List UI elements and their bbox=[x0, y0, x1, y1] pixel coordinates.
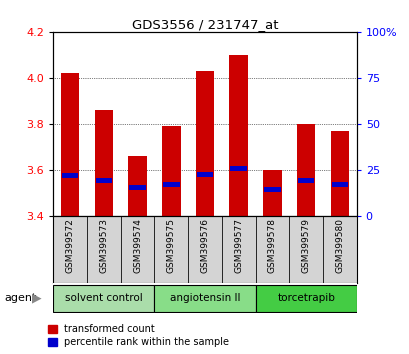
Bar bbox=[330, 131, 348, 216]
Bar bbox=[263, 170, 281, 216]
Bar bbox=[221, 216, 255, 283]
Bar bbox=[263, 187, 280, 192]
Bar bbox=[61, 73, 79, 216]
Text: ▶: ▶ bbox=[32, 292, 42, 305]
Bar bbox=[196, 172, 213, 177]
Text: GSM399576: GSM399576 bbox=[200, 218, 209, 273]
Bar bbox=[255, 285, 356, 312]
Text: GSM399574: GSM399574 bbox=[133, 218, 142, 273]
Text: GSM399580: GSM399580 bbox=[335, 218, 344, 273]
Bar bbox=[331, 182, 347, 187]
Bar bbox=[255, 216, 289, 283]
Bar bbox=[162, 182, 179, 187]
Bar bbox=[296, 124, 315, 216]
Text: torcetrapib: torcetrapib bbox=[276, 293, 334, 303]
Text: agent: agent bbox=[4, 293, 36, 303]
Bar bbox=[129, 185, 146, 190]
Bar bbox=[120, 216, 154, 283]
Legend: transformed count, percentile rank within the sample: transformed count, percentile rank withi… bbox=[46, 322, 231, 349]
Bar bbox=[229, 55, 247, 216]
Bar bbox=[154, 285, 255, 312]
Bar bbox=[162, 126, 180, 216]
Bar bbox=[94, 110, 113, 216]
Bar bbox=[322, 216, 356, 283]
Bar bbox=[95, 178, 112, 183]
Bar bbox=[62, 173, 78, 178]
Bar bbox=[128, 156, 146, 216]
Bar bbox=[289, 216, 322, 283]
Text: GSM399579: GSM399579 bbox=[301, 218, 310, 273]
Text: angiotensin II: angiotensin II bbox=[169, 293, 240, 303]
Text: solvent control: solvent control bbox=[65, 293, 142, 303]
Bar bbox=[154, 216, 188, 283]
Bar bbox=[188, 216, 221, 283]
Bar bbox=[53, 285, 154, 312]
Text: GSM399578: GSM399578 bbox=[267, 218, 276, 273]
Text: GSM399573: GSM399573 bbox=[99, 218, 108, 273]
Bar bbox=[297, 178, 314, 183]
Bar bbox=[195, 71, 214, 216]
Text: GSM399577: GSM399577 bbox=[234, 218, 243, 273]
Text: GSM399572: GSM399572 bbox=[65, 218, 74, 273]
Title: GDS3556 / 231747_at: GDS3556 / 231747_at bbox=[131, 18, 278, 31]
Bar bbox=[87, 216, 120, 283]
Text: GSM399575: GSM399575 bbox=[166, 218, 175, 273]
Bar bbox=[230, 166, 247, 171]
Bar bbox=[53, 216, 87, 283]
